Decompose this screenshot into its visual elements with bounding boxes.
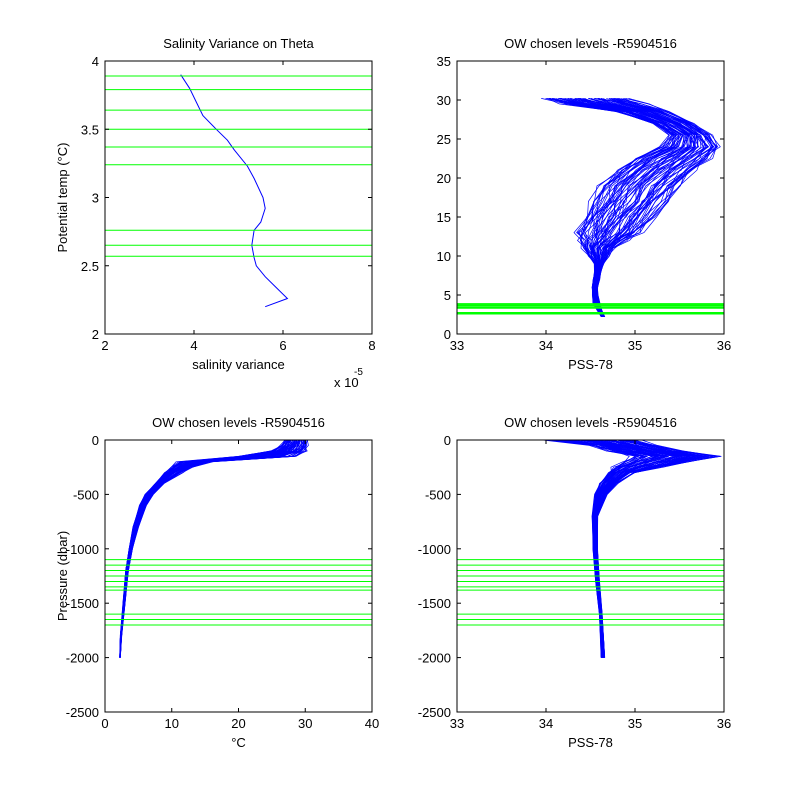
- x-axis-label: PSS-78: [568, 357, 613, 372]
- profile-line: [595, 98, 715, 317]
- panel-2: 33 34 35 36 0 5 10 15 20 25 30 35 OW chosen levels -…: [437, 36, 732, 372]
- plot-area: [457, 98, 724, 317]
- x-tick-label: 33: [450, 338, 464, 353]
- x-exponent-label: x 10: [334, 375, 359, 390]
- panel-1: 2 4 6 8 2 2.5 3 3.5 4 Salinity Variance on Theta s…: [55, 36, 376, 390]
- profile-line: [558, 98, 677, 317]
- y-tick-label: -1500: [418, 596, 451, 611]
- profile-line: [552, 98, 675, 317]
- y-tick-label: -500: [73, 487, 99, 502]
- profile-line: [549, 98, 678, 317]
- profile-line: [596, 98, 704, 317]
- x-tick-label: 35: [628, 338, 642, 353]
- x-tick-label: 10: [165, 716, 179, 731]
- y-tick-label: 3: [92, 191, 99, 206]
- axes-box: [104, 60, 373, 335]
- chart-title: Salinity Variance on Theta: [163, 36, 314, 51]
- x-tick-label: 35: [628, 716, 642, 731]
- x-exponent-value: -5: [354, 367, 363, 378]
- chart-title: OW chosen levels -R5904516: [504, 36, 677, 51]
- y-axis-label: Potential temp (°C): [55, 143, 70, 253]
- profile-line: [547, 98, 672, 317]
- series-line-1: [180, 74, 289, 308]
- y-tick-label: 30: [437, 93, 451, 108]
- y-tick-label: 0: [444, 327, 451, 342]
- axes-box: [456, 60, 725, 335]
- y-tick-label: 20: [437, 171, 451, 186]
- x-axis-label: PSS-78: [568, 735, 613, 750]
- y-tick-label: 15: [437, 210, 451, 225]
- profile-line: [596, 98, 721, 317]
- x-tick-label: 34: [539, 338, 553, 353]
- panel-4: 33 34 35 36 0 -500 -1000 -1500 -2000 -2500 OW chos…: [418, 415, 731, 750]
- panel-3: 0 10 20 30 40 0 -500 -1000 -1500 -2000 -2500 OW cho…: [55, 415, 379, 750]
- y-tick-label: -2000: [66, 651, 99, 666]
- y-tick-label: 25: [437, 132, 451, 147]
- x-tick-label: 34: [539, 716, 553, 731]
- profile-line: [570, 98, 680, 317]
- x-tick-label: 33: [450, 716, 464, 731]
- x-tick-label: 0: [101, 716, 108, 731]
- y-tick-label: 4: [92, 54, 99, 69]
- axes-box: [456, 439, 725, 713]
- y-tick-label: 2.5: [81, 259, 99, 274]
- x-tick-label: 36: [717, 716, 731, 731]
- y-tick-label: -500: [425, 487, 451, 502]
- x-tick-label: 2: [101, 338, 108, 353]
- y-tick-label: -1000: [418, 542, 451, 557]
- y-tick-label: 0: [444, 433, 451, 448]
- chart-title: OW chosen levels -R5904516: [152, 415, 325, 430]
- y-tick-label: 3.5: [81, 122, 99, 137]
- chart-title: OW chosen levels -R5904516: [504, 415, 677, 430]
- y-tick-label: -2500: [418, 705, 451, 720]
- x-tick-label: 40: [365, 716, 379, 731]
- plot-area: [105, 74, 372, 308]
- x-tick-label: 4: [190, 338, 197, 353]
- x-tick-label: 8: [368, 338, 375, 353]
- plot-area: [105, 440, 372, 658]
- x-axis-label: salinity variance: [192, 357, 285, 372]
- plot-area: [457, 440, 724, 658]
- y-tick-label: 2: [92, 327, 99, 342]
- profile-line: [595, 98, 704, 317]
- y-tick-label: 0: [92, 433, 99, 448]
- x-tick-label: 20: [231, 716, 245, 731]
- y-tick-label: 5: [444, 288, 451, 303]
- y-tick-label: -1000: [66, 542, 99, 557]
- x-tick-label: 36: [717, 338, 731, 353]
- y-tick-label: -1500: [66, 596, 99, 611]
- y-tick-label: -2000: [418, 651, 451, 666]
- y-axis-label: Pressure (dbar): [55, 531, 70, 621]
- profile-line: [597, 98, 718, 317]
- x-axis-label: °C: [231, 735, 246, 750]
- x-tick-label: 6: [279, 338, 286, 353]
- y-tick-label: 35: [437, 54, 451, 69]
- x-tick-label: 30: [298, 716, 312, 731]
- y-tick-label: 10: [437, 249, 451, 264]
- y-tick-label: -2500: [66, 705, 99, 720]
